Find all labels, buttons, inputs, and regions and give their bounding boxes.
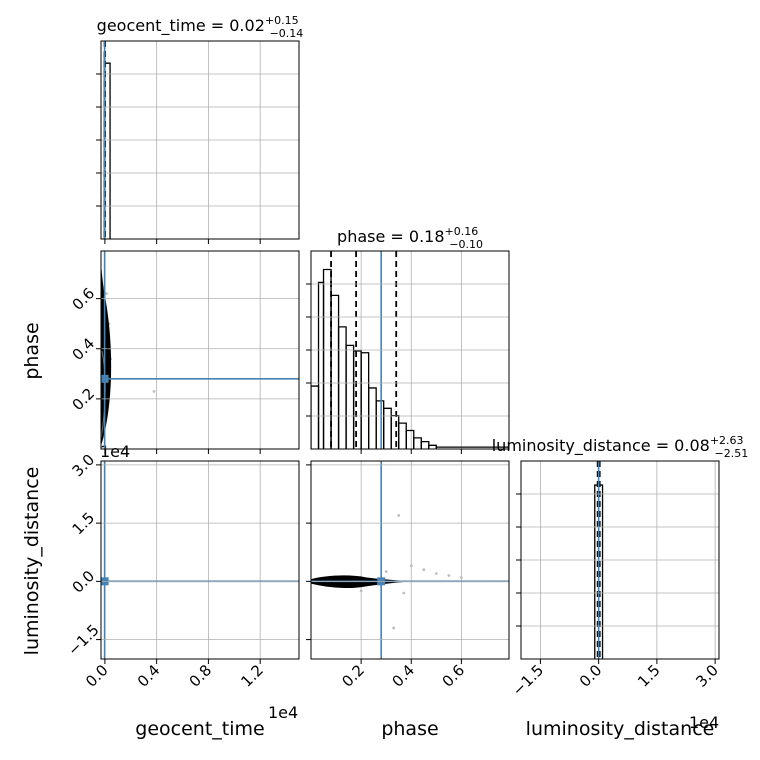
x-tick-label: 1.5 [634,661,664,691]
x-tick-label: 0.0 [576,661,606,691]
y-tick-label: 0.0 [69,567,99,597]
histogram-bin [420,440,430,449]
x-tick-label: 3.0 [692,661,722,691]
sample-point [409,564,413,568]
histogram-bin [435,446,509,449]
y-tick-label: 0.6 [69,284,99,314]
xlabel-luminosity_distance: luminosity_distance [526,718,715,740]
multiplier-luminosity_distance-x: 1e4 [689,713,719,732]
multiplier-geocent_time: 1e4 [268,703,298,722]
xlabel-geocent_time: geocent_time [135,718,264,740]
sample-point [402,591,406,595]
panel-frame [310,250,510,450]
density-contour [101,256,112,446]
x-tick-label: 0.0 [82,661,112,691]
panel-body [101,251,299,449]
histogram-bin [405,429,415,449]
y-tick-label: 0.2 [69,385,99,415]
histogram-bin [367,387,377,449]
sample-point [384,570,388,574]
sample-point [392,626,396,630]
x-tick-label: 0.2 [338,661,368,691]
ylabel-phase: phase [21,322,43,379]
sample-point [459,576,463,579]
panel-phase-vs-geocent_time: 0.2 0.4 0.6 [69,250,300,454]
truth-marker [101,374,109,383]
histogram-bin [398,422,407,449]
x-tick-label: 1.2 [237,661,267,691]
histogram-bin [330,294,340,449]
panel-body [311,461,509,659]
panel-frame [100,40,300,240]
panel-frame [100,460,300,660]
title-luminosity_distance: luminosity_distance = 0.08+2.63 −2.51 [492,434,749,460]
histogram-bin [337,326,347,449]
histogram-bin [413,437,422,449]
ylabel-luminosity_distance: luminosity_distance [21,467,43,656]
histogram-bin [375,400,385,449]
histogram-bin [311,385,320,449]
x-tick-label: 0.4 [134,661,164,691]
sample-point [422,568,426,572]
histogram-bin [360,352,370,449]
histogram-bin [322,268,332,449]
y-tick-label: 3.0 [69,451,99,481]
multiplier-luminosity_distance-y: 1e4 [100,442,130,461]
x-tick-label: −1.5 [509,661,547,699]
x-tick-label: 0.8 [186,661,216,691]
histogram-bin [390,415,400,449]
title-geocent_time: geocent_time = 0.02+0.15 −0.14 [97,14,304,40]
panel-luminosity_distance-hist: −1.5 0.0 1.5 3.0 [509,460,722,700]
y-tick-label: 1.5 [69,509,99,539]
sample-point [152,389,156,393]
xlabel-phase: phase [381,718,438,740]
panel-luminosity_distance-vs-phase: 0.2 0.4 0.6 [306,460,510,691]
x-tick-label: 0.6 [439,661,469,691]
x-tick-label: 0.4 [388,661,418,691]
histogram-bin [428,444,437,449]
sample-point [434,572,438,575]
panel-body [101,461,299,659]
sample-point [359,589,363,593]
histogram-bin [317,281,325,449]
histogram-bin [352,350,362,449]
histogram-bin [345,344,355,449]
panel-frame [100,250,300,450]
panel-phase-hist [306,250,510,454]
sample-point [105,292,108,296]
panel-luminosity_distance-vs-geocent_time: 0.0 0.4 0.8 1.2−1.50.01.53.0 [64,451,300,691]
panel-frame [520,460,720,660]
title-phase: phase = 0.18+0.16 −0.10 [337,225,483,251]
panel-frame [310,460,510,660]
y-tick-label: 0.4 [69,334,99,364]
sample-point [397,513,401,517]
sample-point [447,574,451,577]
histogram-bin [383,407,392,449]
panel-geocent_time-hist [96,40,300,244]
